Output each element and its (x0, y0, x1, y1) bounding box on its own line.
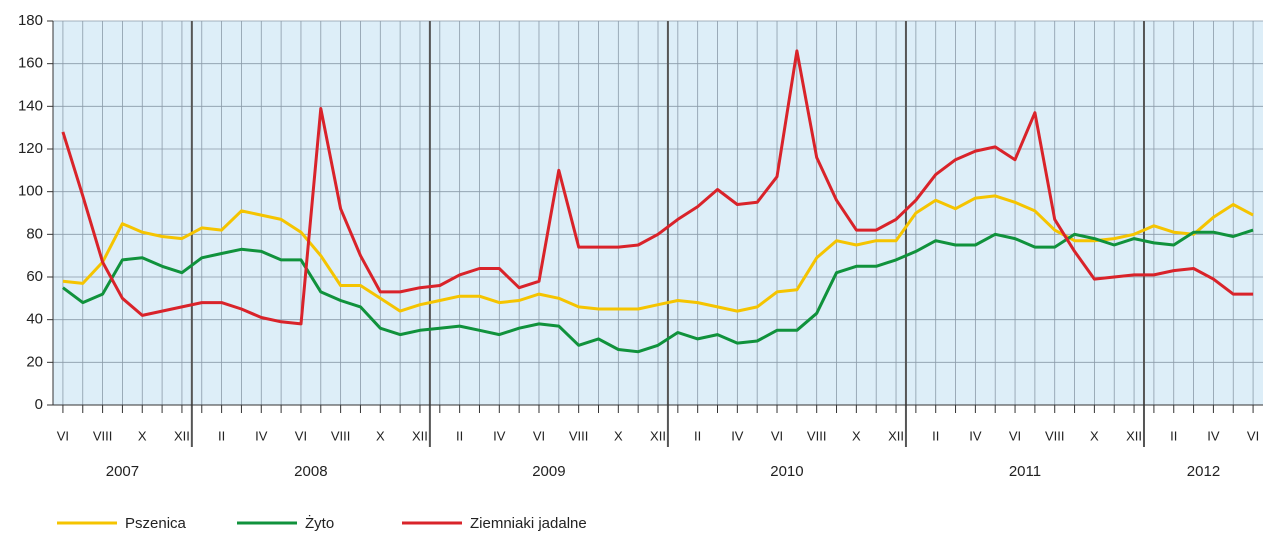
x-tick-label: VI (57, 428, 69, 443)
x-tick-label: II (218, 428, 225, 443)
year-label: 2008 (294, 463, 327, 480)
legend-label: Ziemniaki jadalne (470, 515, 587, 532)
x-tick-label: X (138, 428, 147, 443)
x-tick-label: VI (1247, 428, 1259, 443)
series-line (61, 49, 1254, 326)
x-tick-label: II (456, 428, 463, 443)
x-tick-label: X (376, 428, 385, 443)
x-tick-label: XII (888, 428, 904, 443)
y-tick-label: 180 (18, 12, 43, 29)
x-tick-label: VIII (569, 428, 589, 443)
series-line (62, 228, 1254, 354)
y-tick-label: 140 (18, 97, 43, 114)
x-tick-label: XII (1126, 428, 1142, 443)
series-line (62, 194, 1254, 313)
x-tick-label: VIII (331, 428, 351, 443)
year-label: 2010 (770, 463, 803, 480)
x-tick-label: II (932, 428, 939, 443)
x-tick-label: IV (493, 428, 506, 443)
y-tick-label: 40 (26, 311, 43, 328)
year-label: 2012 (1187, 463, 1220, 480)
y-tick-label: 100 (18, 183, 43, 200)
x-tick-label: IV (731, 428, 744, 443)
x-tick-label: XII (650, 428, 666, 443)
x-tick-label: VI (771, 428, 783, 443)
x-tick-label: VIII (1045, 428, 1065, 443)
x-tick-label: VI (1009, 428, 1021, 443)
x-tick-label: VI (295, 428, 307, 443)
y-tick-label: 20 (26, 353, 43, 370)
x-tick-label: IV (1207, 428, 1220, 443)
x-tick-label: X (614, 428, 623, 443)
x-tick-label: IV (255, 428, 268, 443)
y-tick-label: 160 (18, 55, 43, 72)
year-label: 2009 (532, 463, 565, 480)
y-tick-label: 80 (26, 225, 43, 242)
x-tick-label: IV (969, 428, 982, 443)
x-tick-label: II (1170, 428, 1177, 443)
x-tick-label: X (852, 428, 861, 443)
x-tick-label: VIII (93, 428, 113, 443)
x-tick-label: II (694, 428, 701, 443)
x-tick-label: XII (174, 428, 190, 443)
year-label: 2011 (1009, 463, 1041, 480)
y-tick-label: 60 (26, 268, 43, 285)
x-tick-label: VIII (807, 428, 827, 443)
y-tick-label: 120 (18, 140, 43, 157)
y-tick-label: 0 (35, 396, 43, 413)
x-tick-label: XII (412, 428, 428, 443)
legend-label: Żyto (305, 514, 334, 532)
x-tick-label: VI (533, 428, 545, 443)
x-tick-label: X (1090, 428, 1099, 443)
year-label: 2007 (106, 463, 139, 480)
legend-label: Pszenica (125, 515, 187, 532)
